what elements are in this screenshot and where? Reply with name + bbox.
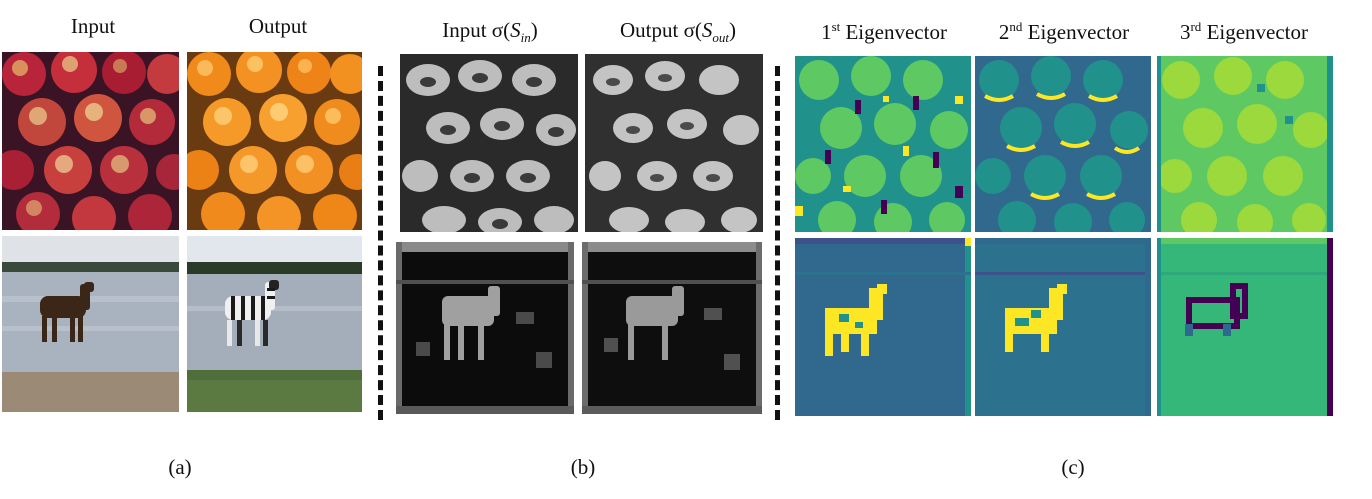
panel-a-output-label: Output: [248, 14, 308, 38]
eigenvector-1-horse: [795, 238, 971, 416]
eigenvector-1-apples: [795, 56, 971, 232]
apple-input-image: [2, 52, 179, 230]
eigenvector-1-label: 1st Eigenvector: [821, 19, 947, 44]
eigenvector-3-label: 3rd Eigenvector: [1179, 19, 1309, 44]
zebra-output-image: [187, 236, 362, 412]
output-saliency-zebra: [582, 242, 762, 414]
input-saliency-apples: [400, 54, 578, 232]
divider-left: [378, 66, 383, 420]
input-saliency-horse: [396, 242, 574, 414]
output-saliency-oranges: [585, 54, 763, 232]
orange-output-image: [187, 52, 362, 230]
eigenvector-2-label: 2nd Eigenvector: [998, 19, 1130, 44]
panel-b-caption: (b): [570, 455, 596, 479]
eigenvector-3-apples: [1157, 56, 1333, 232]
divider-right: [775, 66, 780, 420]
eigenvector-2-horse: [975, 238, 1151, 416]
panel-b-output-label: Output σ(Sout): [619, 18, 737, 46]
panel-a-input-label: Input: [70, 14, 116, 38]
horse-input-image: [2, 236, 179, 412]
panel-a-caption: (a): [168, 455, 192, 479]
eigenvector-2-apples: [975, 56, 1151, 232]
eigenvector-3-horse: [1157, 238, 1333, 416]
panel-b-input-label: Input σ(Sin): [442, 18, 538, 46]
panel-c-caption: (c): [1061, 455, 1085, 479]
